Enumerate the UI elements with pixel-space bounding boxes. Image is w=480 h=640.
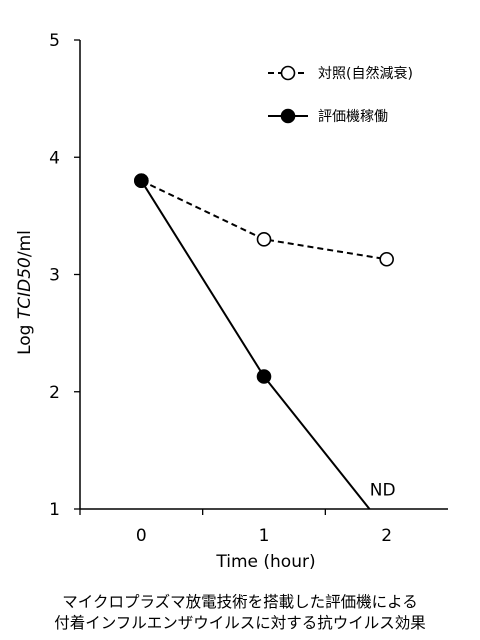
x-tick-label: 2 — [381, 526, 392, 546]
legend-label-1: 対照(自然減衰) — [318, 65, 413, 82]
series-line-2 — [140, 180, 371, 510]
axes — [79, 40, 448, 510]
y-axis-title-italic: TCID50 — [15, 257, 35, 319]
x-tick-label: 1 — [259, 526, 270, 546]
y-tick-label: 4 — [49, 148, 60, 168]
x-tick-label: 0 — [136, 526, 147, 546]
series-1-point — [256, 232, 272, 247]
legend-marker-2 — [280, 108, 296, 124]
y-tick-label: 2 — [49, 383, 60, 403]
y-tick-label: 1 — [49, 500, 60, 520]
series-layer — [134, 173, 394, 510]
caption-line-2: 付着インフルエンザウイルスに対する抗ウイルス効果 — [54, 614, 426, 632]
legend: 対照(自然減衰) 評価機稼働 — [268, 65, 413, 125]
annotation-nd: ND — [370, 480, 396, 500]
y-tick-label: 5 — [49, 31, 60, 51]
ticks: 1 2 3 4 5 0 1 2 — [49, 31, 392, 546]
y-axis-title-prefix: Log — [15, 319, 35, 355]
x-axis-title: Time (hour) — [215, 552, 315, 572]
chart: 1 2 3 4 5 0 1 2 対照(自然減衰) 評価機稼働 ND Time (hour) Lo… — [15, 31, 448, 572]
legend-marker-1 — [280, 65, 296, 81]
series-line-1 — [140, 179, 387, 261]
series-2-point — [134, 173, 149, 188]
legend-label-2: 評価機稼働 — [318, 109, 388, 125]
y-tick-label: 3 — [49, 266, 60, 286]
series-2-point — [256, 369, 272, 384]
y-axis-title-suffix: /ml — [15, 230, 35, 257]
series-1-point — [379, 251, 394, 267]
y-axis-title: Log TCID50/ml — [15, 230, 35, 355]
annotations: ND — [370, 480, 396, 500]
caption-line-1: マイクロプラズマ放電技術を搭載した評価機による — [62, 593, 418, 611]
